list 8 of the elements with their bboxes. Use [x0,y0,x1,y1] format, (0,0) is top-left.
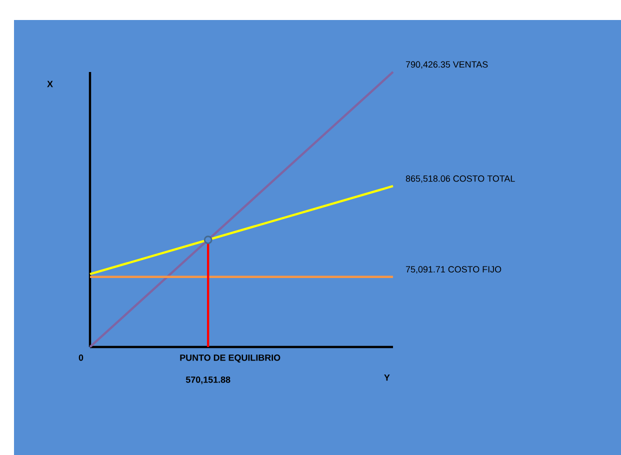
series-label: 865,518.06 COSTO TOTAL [406,175,515,183]
series-label: 790,426.35 VENTAS [406,61,488,69]
text: 570,151.88 [186,376,230,384]
x-axis-title: Y [384,374,390,381]
series-label: 75,091.71 COSTO FIJO [406,266,502,274]
text: PUNTO DE EQUILIBRIO [180,354,280,363]
y-axis-title: X [47,80,53,88]
text: 0 [78,354,84,361]
